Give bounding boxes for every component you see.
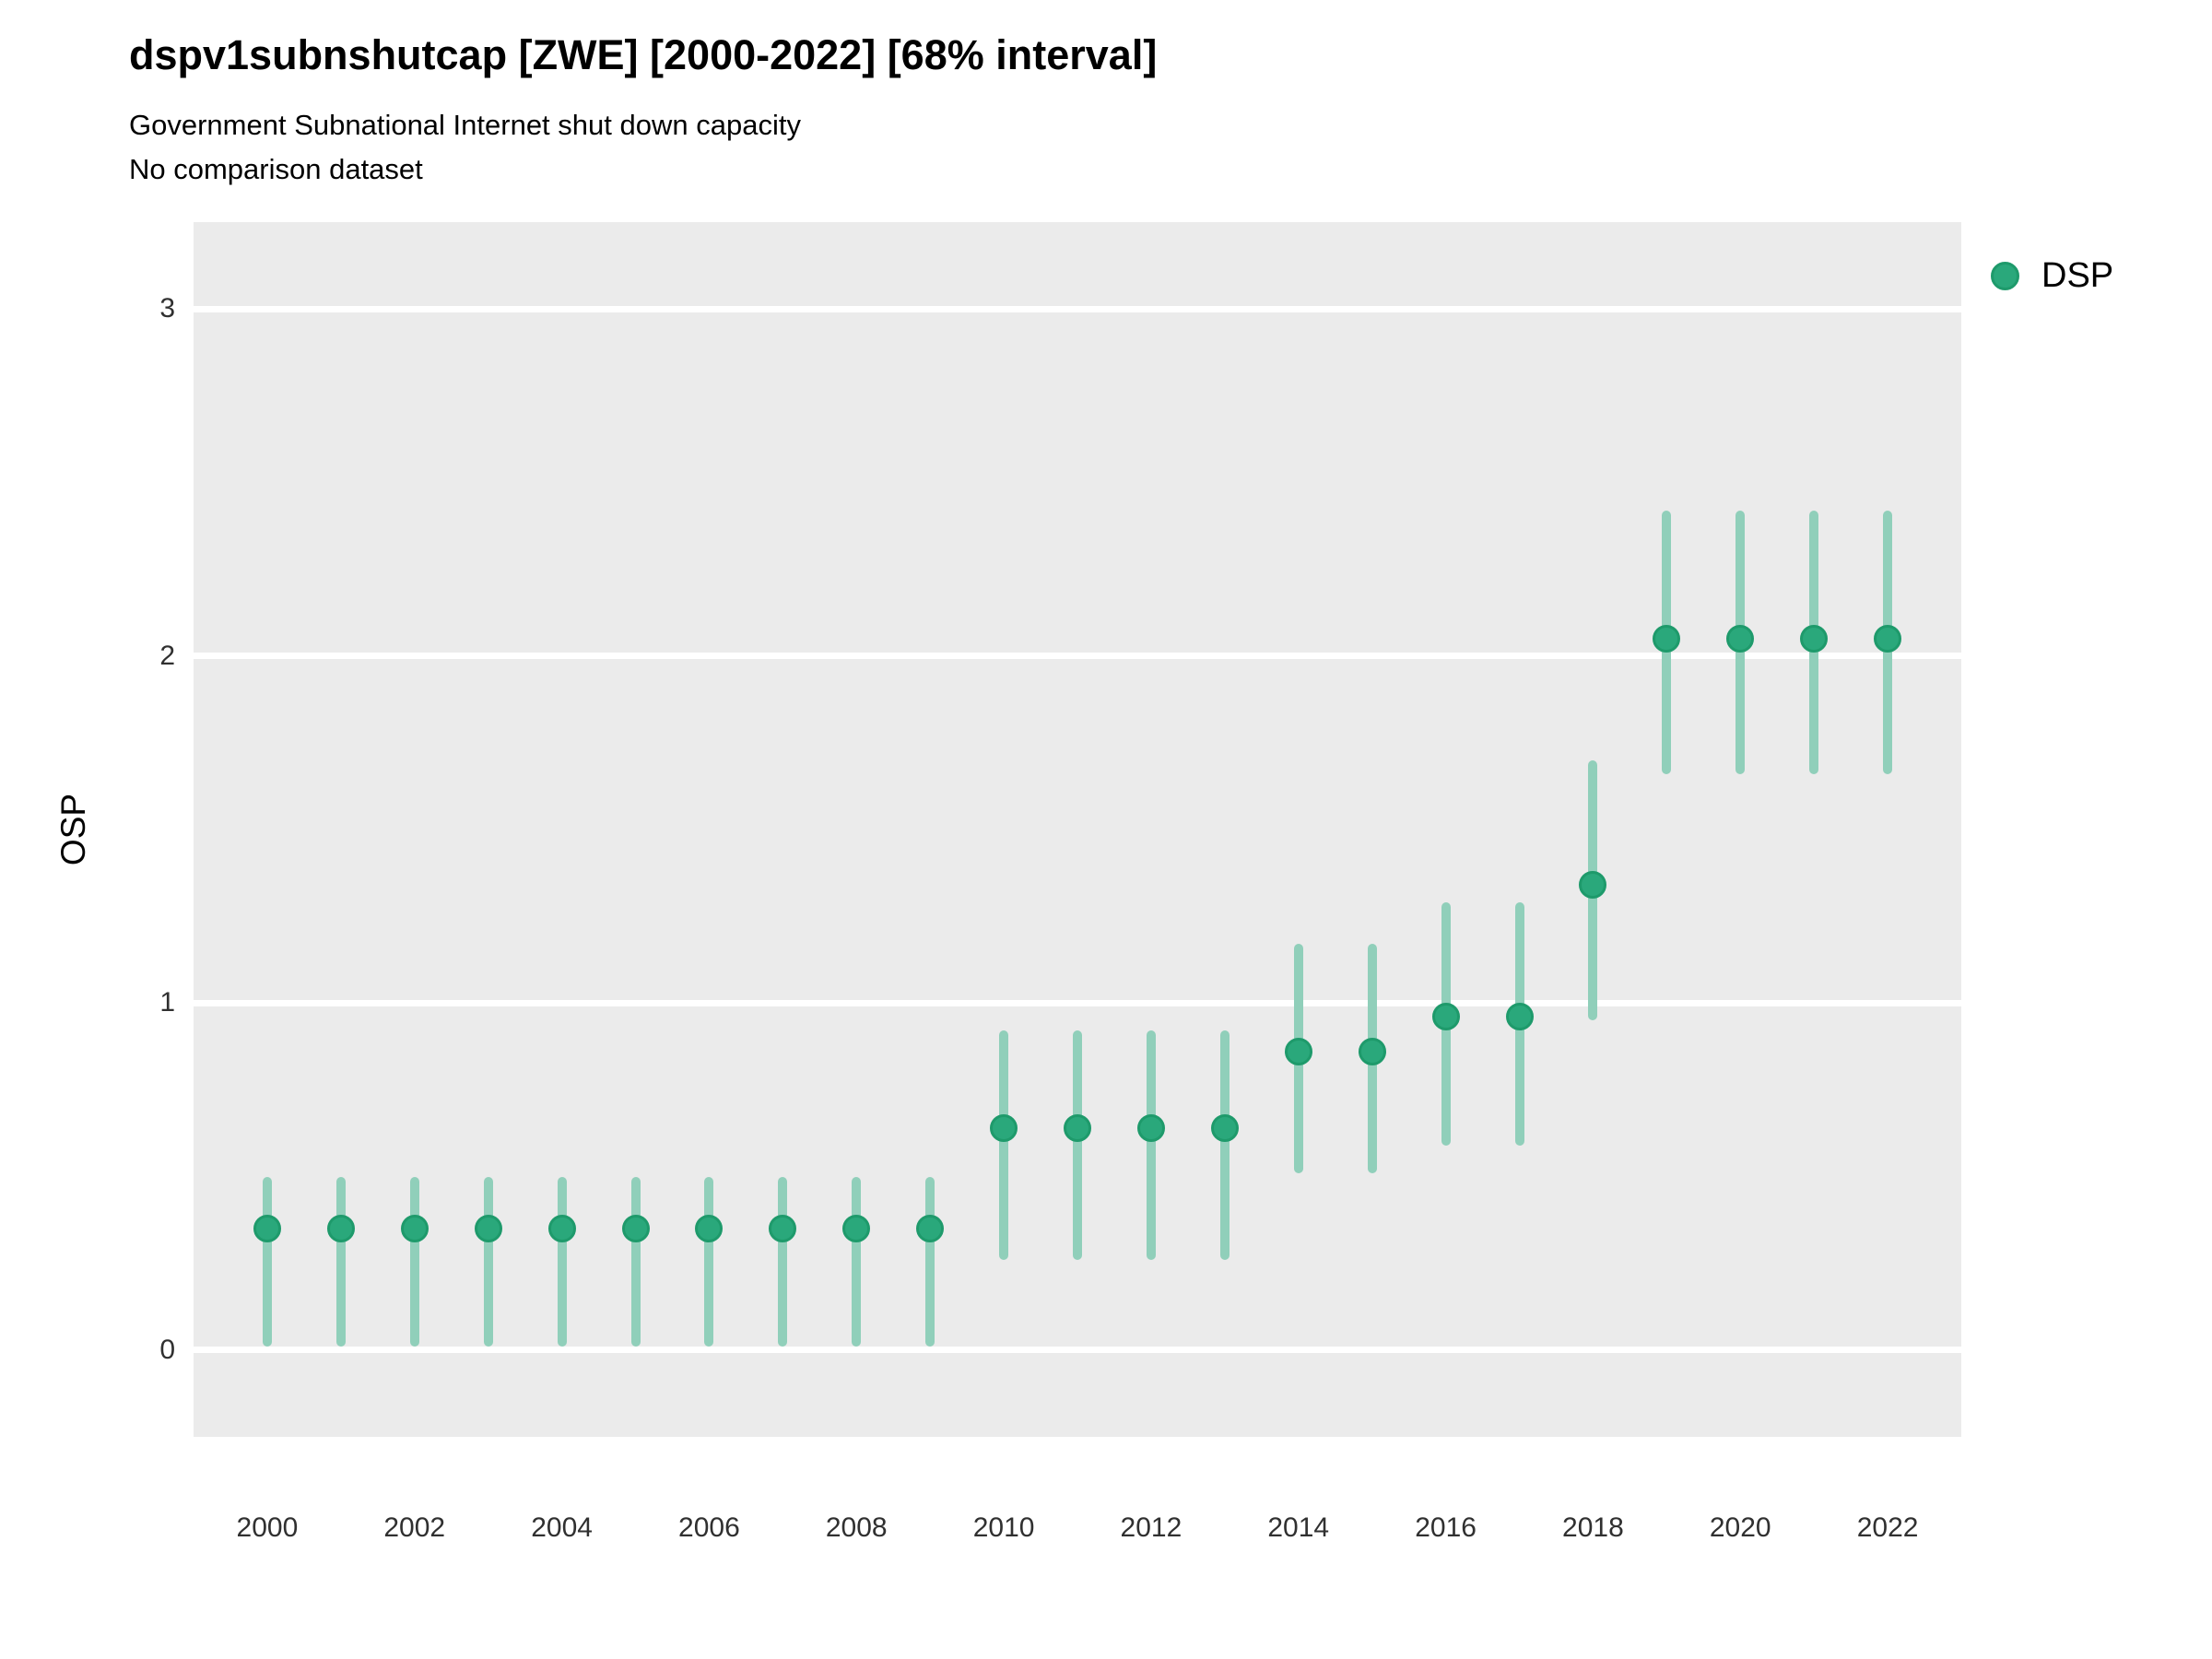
y-tick-label-0: 0 <box>159 1334 175 1365</box>
estimate-point-2002 <box>400 1215 429 1243</box>
x-tick-label-2006: 2006 <box>678 1512 740 1543</box>
gridline-y-1 <box>194 999 1961 1006</box>
estimate-point-2013 <box>1210 1113 1239 1142</box>
legend-point-icon <box>1991 261 2019 290</box>
estimate-point-2000 <box>253 1215 281 1243</box>
x-tick-label-2014: 2014 <box>1267 1512 1330 1543</box>
estimate-point-2003 <box>474 1215 502 1243</box>
estimate-point-2018 <box>1579 871 1607 900</box>
y-tick-label-3: 3 <box>159 293 175 324</box>
estimate-point-2010 <box>990 1113 1018 1142</box>
interval-bar-2012 <box>1146 1030 1156 1260</box>
interval-bar-2010 <box>999 1030 1009 1260</box>
estimate-point-2006 <box>695 1215 724 1243</box>
interval-bar-2000 <box>262 1176 272 1347</box>
estimate-point-2017 <box>1505 1003 1534 1031</box>
interval-bar-2011 <box>1073 1030 1082 1260</box>
estimate-point-2009 <box>916 1215 945 1243</box>
estimate-point-2012 <box>1136 1113 1165 1142</box>
x-tick-label-2012: 2012 <box>1120 1512 1182 1543</box>
estimate-point-2005 <box>621 1215 650 1243</box>
plot-panel <box>194 222 1961 1437</box>
x-tick-label-2020: 2020 <box>1709 1512 1771 1543</box>
estimate-point-2004 <box>547 1215 576 1243</box>
interval-bar-2005 <box>630 1176 641 1347</box>
interval-bar-2009 <box>925 1176 935 1347</box>
chart-title: dspv1subnshutcap [ZWE] [2000-2022] [68% … <box>129 31 1158 78</box>
gridline-y-0 <box>194 1347 1961 1354</box>
interval-bar-2008 <box>852 1176 862 1347</box>
estimate-point-2021 <box>1800 624 1829 653</box>
x-tick-label-2018: 2018 <box>1562 1512 1624 1543</box>
interval-bar-2013 <box>1219 1030 1230 1260</box>
x-tick-label-2022: 2022 <box>1856 1512 1919 1543</box>
interval-bar-2003 <box>483 1176 493 1347</box>
chart-subtitle: Government Subnational Internet shut dow… <box>129 109 801 141</box>
x-tick-label-2010: 2010 <box>972 1512 1035 1543</box>
gridline-y-2 <box>194 653 1961 660</box>
x-tick-label-2008: 2008 <box>825 1512 888 1543</box>
x-tick-label-2016: 2016 <box>1415 1512 1477 1543</box>
estimate-point-2019 <box>1653 624 1681 653</box>
x-tick-label-2004: 2004 <box>531 1512 593 1543</box>
estimate-point-2015 <box>1358 1038 1386 1065</box>
legend-label: DSP <box>2041 256 2114 295</box>
interval-bar-2002 <box>409 1176 419 1347</box>
estimate-point-2007 <box>769 1215 797 1243</box>
y-tick-label-2: 2 <box>159 640 175 671</box>
estimate-point-2008 <box>842 1215 871 1243</box>
y-axis-title: OSP <box>54 793 92 866</box>
estimate-point-2020 <box>1726 624 1755 653</box>
gridline-y-3 <box>194 305 1961 312</box>
interval-bar-2001 <box>335 1176 346 1347</box>
estimate-point-2016 <box>1431 1003 1460 1031</box>
legend: DSP <box>1991 256 2113 295</box>
y-tick-label-1: 1 <box>159 987 175 1018</box>
estimate-point-2001 <box>326 1215 355 1243</box>
interval-bar-2004 <box>557 1176 567 1347</box>
interval-bar-2006 <box>704 1176 714 1347</box>
comparison-note: No comparison dataset <box>129 153 423 185</box>
x-tick-label-2000: 2000 <box>236 1512 299 1543</box>
x-tick-label-2002: 2002 <box>383 1512 446 1543</box>
estimate-point-2022 <box>1874 624 1902 653</box>
estimate-point-2011 <box>1064 1113 1091 1142</box>
estimate-point-2014 <box>1284 1038 1312 1065</box>
interval-bar-2007 <box>778 1176 788 1347</box>
